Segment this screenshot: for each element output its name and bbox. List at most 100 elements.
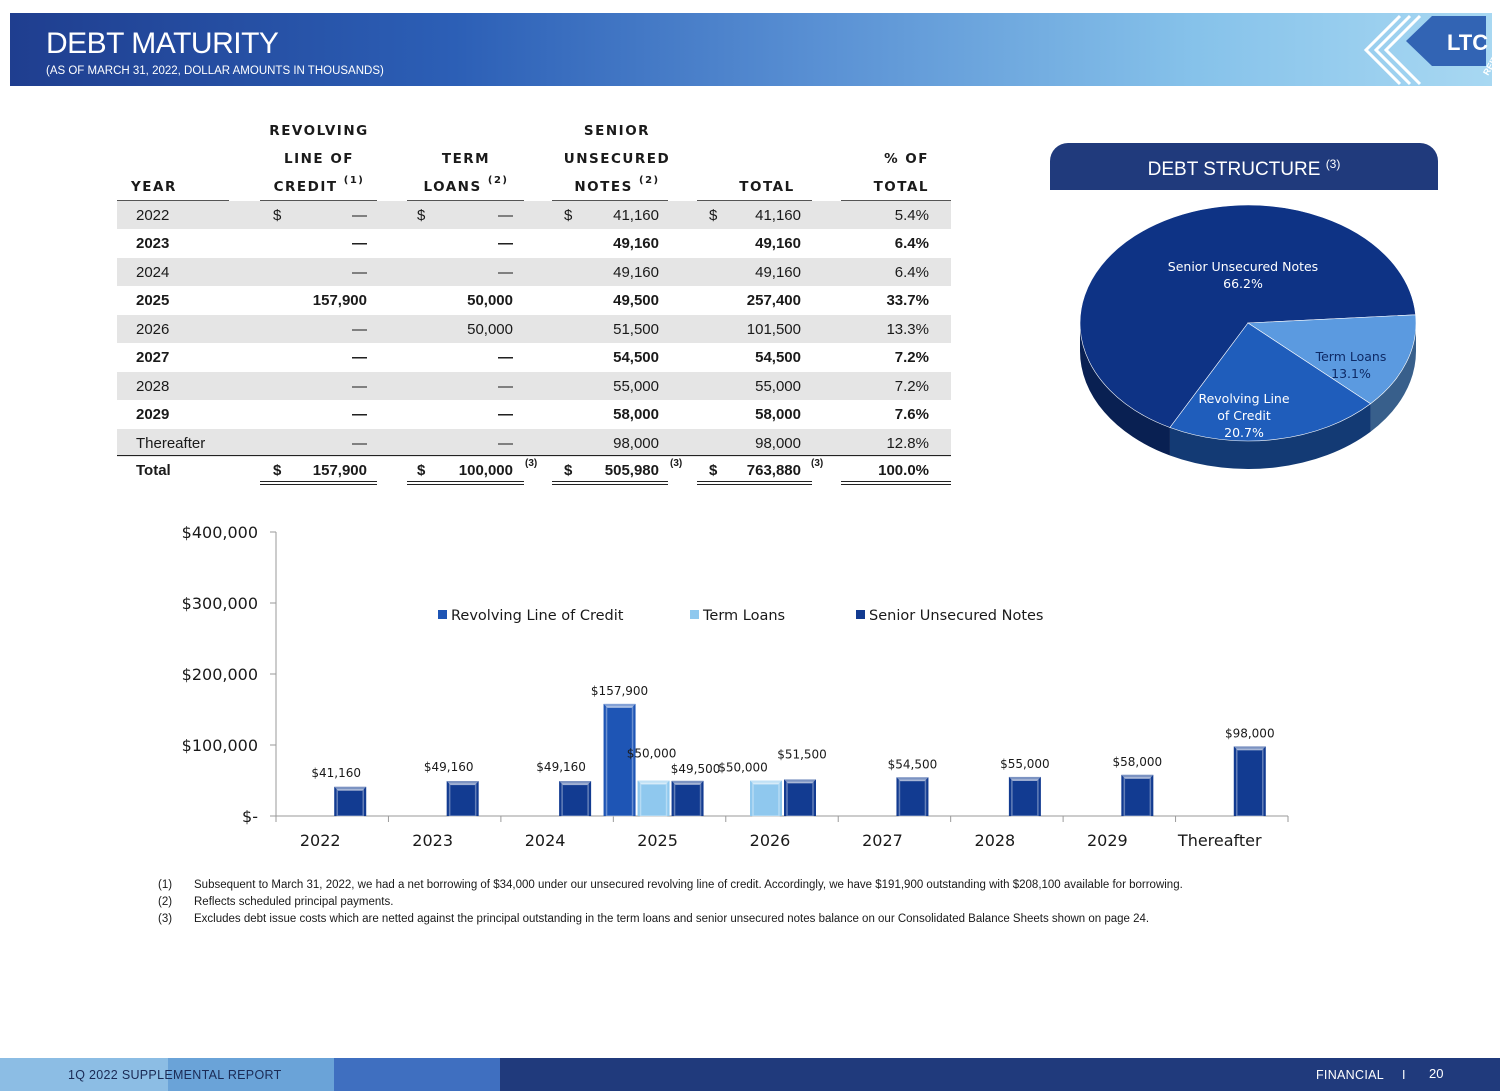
bar-data-label: $54,500 <box>888 757 938 771</box>
total-senior-note: (3) <box>670 458 683 469</box>
cell-revolving: — <box>352 434 367 452</box>
cell-year: 2028 <box>136 377 170 395</box>
footnote-number: (1) <box>158 879 173 891</box>
bar-bevel <box>784 779 816 784</box>
cell-term: — <box>498 434 513 452</box>
table-row-total: Total $ 157,900 $ 100,000 (3) $ 505,980 … <box>117 456 951 485</box>
pie-slice-side <box>1169 403 1371 469</box>
cell-senior: 55,000 <box>613 377 659 395</box>
total-pct: 100.0% <box>878 462 929 479</box>
logo-sub: REIT <box>1481 54 1492 77</box>
cell-total: 49,160 <box>755 235 801 252</box>
cell-revolving: 157,900 <box>312 292 367 309</box>
footnote-text: Subsequent to March 31, 2022, we had a n… <box>194 879 1183 891</box>
table-row: 2022 — — 41,160 41,160 5.4% $ $ $ $ <box>117 200 951 229</box>
cell-term: — <box>498 377 513 395</box>
footer-band <box>168 1058 334 1091</box>
x-tick-label: 2029 <box>1087 831 1128 850</box>
pie-label-name: Senior Unsecured Notes <box>1168 259 1318 274</box>
dollar-sign: $ <box>273 462 282 479</box>
bar-bevel <box>752 782 780 817</box>
cell-total: 41,160 <box>755 206 801 224</box>
cell-pct: 13.3% <box>886 320 929 338</box>
page-footer: 1Q 2022 SUPPLEMENTAL REPORT FINANCIAL I … <box>0 1058 1500 1091</box>
cell-term: — <box>498 263 513 281</box>
bar <box>1008 776 1041 816</box>
bar-revolving-line-of-credit <box>603 703 636 817</box>
table-row: 2029 — — 58,000 58,000 7.6% <box>117 400 951 429</box>
y-tick-label: $200,000 <box>182 665 258 684</box>
bar-bevel <box>446 781 479 786</box>
dollar-sign: $ <box>564 206 573 224</box>
col-header-pct-2: TOTAL <box>873 179 929 195</box>
page-number: 20 <box>1429 1066 1444 1081</box>
x-tick-label: 2024 <box>525 831 566 850</box>
x-tick-label: 2023 <box>412 831 453 850</box>
col-header-senior-1: SENIOR <box>583 123 651 139</box>
bar-senior-unsecured-notes <box>896 777 929 817</box>
pie-slice-revolving-line-of-credit <box>1169 322 1372 442</box>
cell-senior: 98,000 <box>613 434 659 452</box>
cell-term: — <box>498 206 513 224</box>
bar <box>559 781 592 816</box>
pie-label-name: Revolving Line <box>1198 391 1289 406</box>
bar <box>603 703 636 816</box>
bar <box>1121 774 1154 816</box>
legend-swatch <box>856 610 865 619</box>
footnote-number: (2) <box>158 896 173 908</box>
bar-senior-unsecured-notes <box>559 781 592 817</box>
table-row: Thereafter — — 98,000 98,000 12.8% <box>117 428 951 457</box>
cell-senior: 51,500 <box>613 320 659 338</box>
bar-bevel <box>786 781 814 817</box>
y-tick-label: $- <box>242 807 258 826</box>
table-row: 2024 — — 49,160 49,160 6.4% <box>117 257 951 286</box>
total-total: 763,880 <box>746 462 801 479</box>
bar-bevel <box>1121 774 1154 779</box>
total-term: 100,000 <box>458 462 513 479</box>
legend-label: Term Loans <box>702 608 785 624</box>
total-double-rule <box>552 481 668 485</box>
bar-term-loans <box>637 780 670 817</box>
y-tick-label: $400,000 <box>182 523 258 542</box>
bar-bevel <box>637 780 670 785</box>
page-title: DEBT MATURITY <box>46 27 279 60</box>
table-row: 2028 — — 55,000 55,000 7.2% <box>117 371 951 400</box>
bar-data-label: $51,500 <box>777 747 827 761</box>
footer-section: FINANCIAL <box>1316 1068 1384 1082</box>
bar-bevel <box>898 779 927 817</box>
total-senior: 505,980 <box>604 462 659 479</box>
bar-bevel <box>639 782 668 817</box>
bar-bevel <box>336 789 364 817</box>
bar-senior-unsecured-notes <box>1008 776 1041 817</box>
legend-item: Revolving Line of Credit <box>438 608 624 624</box>
total-double-rule <box>260 481 377 485</box>
cell-year: 2023 <box>136 235 170 252</box>
cell-pct: 7.6% <box>894 406 929 423</box>
bar-bevel <box>1008 776 1041 781</box>
pie-label-name: Term Loans <box>1315 349 1387 364</box>
bar-data-label: $157,900 <box>591 684 648 698</box>
cell-total: 257,400 <box>746 292 801 309</box>
cell-total: 98,000 <box>755 434 801 452</box>
footnote-number: (3) <box>158 913 173 925</box>
col-header-revolving-1: REVOLVING <box>269 123 369 139</box>
table-row: 2026 — 50,000 51,500 101,500 13.3% <box>117 314 951 343</box>
pie-slice-term-loans <box>1247 314 1417 405</box>
pie-slice-senior-unsecured-notes <box>1079 204 1416 428</box>
pie-label-value: 66.2% <box>1223 276 1263 291</box>
cell-total: 101,500 <box>746 320 801 338</box>
col-header-revolving-2: LINE OF <box>283 151 355 167</box>
bar-data-label: $55,000 <box>1000 757 1050 771</box>
total-top-rule <box>117 455 951 456</box>
bar <box>784 779 816 816</box>
bar <box>334 786 367 816</box>
pie-slice-side <box>1080 323 1170 456</box>
cell-senior: 49,500 <box>613 292 659 309</box>
footnote-text: Reflects scheduled principal payments. <box>194 896 394 908</box>
debt-structure-header: DEBT STRUCTURE (3) <box>1050 143 1438 190</box>
legend-swatch <box>690 610 699 619</box>
cell-revolving: — <box>352 406 367 423</box>
total-double-rule <box>697 481 812 485</box>
bar <box>896 777 929 816</box>
total-double-rule <box>407 481 524 485</box>
